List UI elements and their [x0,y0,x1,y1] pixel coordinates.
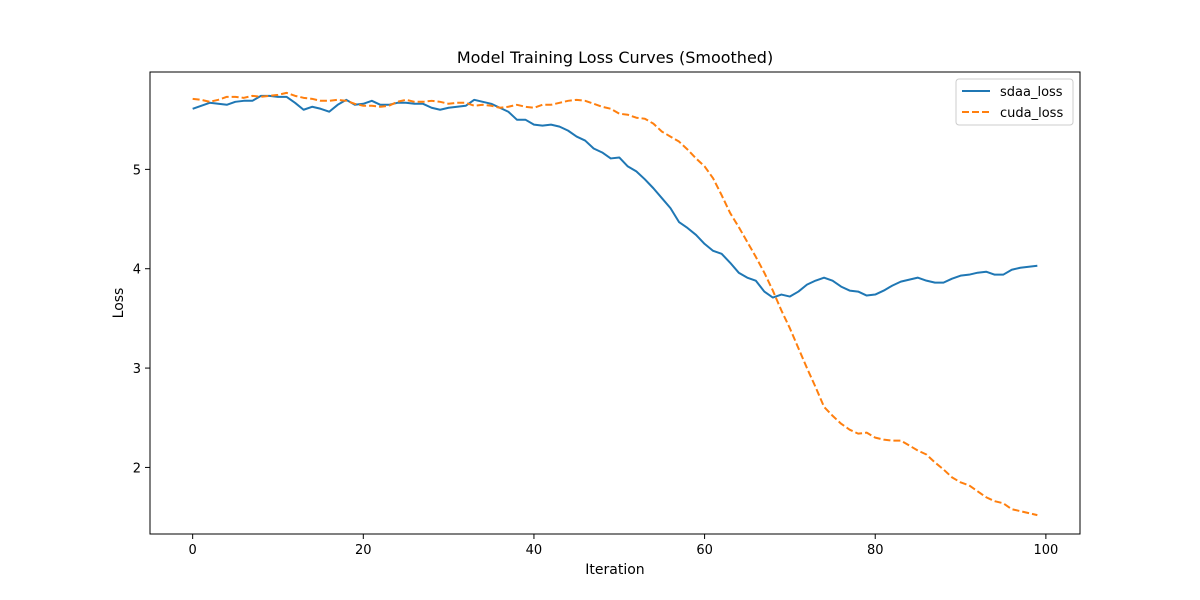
x-tick-label: 20 [355,543,372,558]
legend-label-sdaa-loss: sdaa_loss [1000,85,1063,100]
x-axis-ticks: 0 20 40 60 80 100 [189,534,1058,558]
plot-area: 0 20 40 60 80 100 2 3 4 5 [133,71,1081,558]
x-tick-label: 100 [1033,543,1058,558]
y-tick-label: 2 [133,461,141,476]
legend-label-cuda-loss: cuda_loss [1000,106,1063,121]
legend: sdaa_loss cuda_loss [955,78,1074,126]
x-tick-label: 80 [867,543,884,558]
axes-frame [149,71,1081,535]
y-tick-label: 4 [133,263,141,278]
series-line-cuda-loss [192,91,1038,517]
y-tick-label: 3 [133,362,141,377]
x-tick-label: 0 [189,543,197,558]
x-tick-label: 40 [526,543,543,558]
y-axis-ticks: 2 3 4 5 [133,163,150,476]
x-axis-label: Iteration [585,562,644,578]
y-axis-label: Loss [111,288,127,319]
series-line-sdaa-loss [192,94,1038,299]
y-tick-label: 5 [133,163,141,178]
x-tick-label: 60 [696,543,713,558]
series-layer [192,91,1038,517]
chart-title: Model Training Loss Curves (Smoothed) [457,48,773,67]
